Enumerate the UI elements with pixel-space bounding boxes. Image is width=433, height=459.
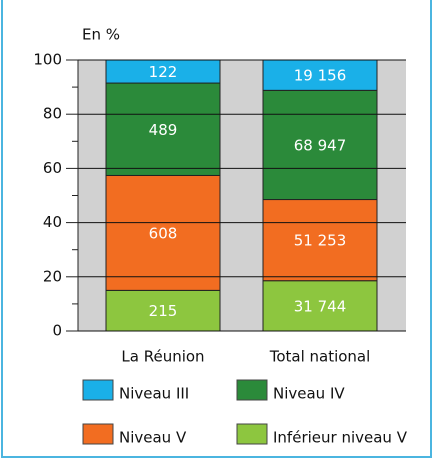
y-tick-label: 100 (33, 51, 62, 69)
data-label: 68 947 (294, 136, 347, 154)
bar-segment (105, 289, 221, 332)
bar-segment (105, 174, 221, 291)
legend-swatch (82, 423, 114, 445)
bar-segment (262, 89, 378, 201)
legend-label: Inférieur niveau V (273, 429, 408, 447)
data-label: 215 (149, 302, 178, 320)
legend-label: Niveau V (119, 429, 187, 447)
legend-swatch (236, 379, 268, 401)
x-tick-label: Total national (269, 348, 371, 366)
data-label: 51 253 (294, 232, 347, 250)
y-axis-label: En % (82, 26, 120, 44)
data-label: 122 (149, 63, 178, 81)
bar-segment (262, 280, 378, 332)
bar-segment (105, 82, 221, 176)
legend-label: Niveau III (119, 385, 189, 403)
data-label: 489 (149, 121, 178, 139)
y-tick-label: 40 (43, 213, 62, 231)
bar-segment (262, 59, 378, 91)
data-label: 19 156 (294, 67, 347, 85)
bar-segment (262, 199, 378, 282)
legend-swatch (236, 423, 268, 445)
y-tick-label: 60 (43, 159, 62, 177)
data-label: 608 (149, 224, 178, 242)
legend-label: Niveau IV (273, 385, 345, 403)
y-tick-label: 0 (52, 322, 62, 340)
y-tick-label: 20 (43, 267, 62, 285)
y-tick-label: 80 (43, 105, 62, 123)
data-label: 31 744 (294, 297, 347, 315)
legend-swatch (82, 379, 114, 401)
x-tick-label: La Réunion (121, 348, 204, 366)
